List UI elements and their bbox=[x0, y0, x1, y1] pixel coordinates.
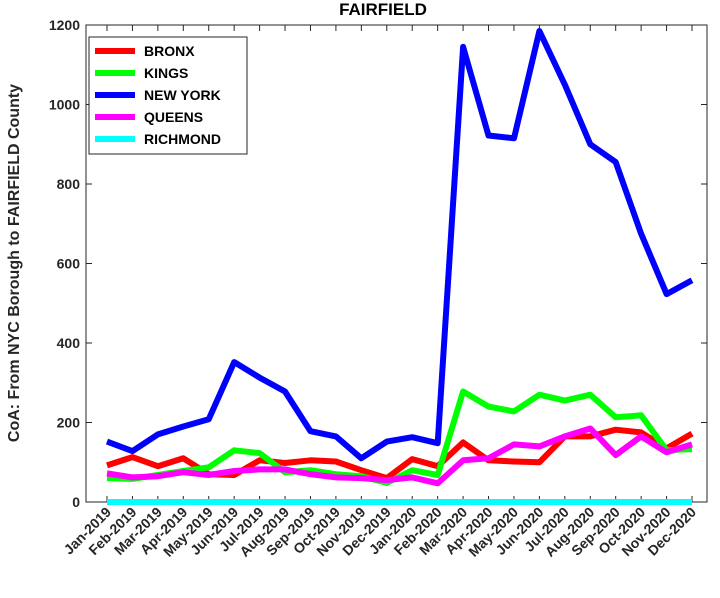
legend-label-queens: QUEENS bbox=[144, 109, 203, 125]
y-tick-label: 200 bbox=[57, 415, 81, 431]
y-tick-label: 600 bbox=[57, 256, 81, 272]
y-tick-label: 800 bbox=[57, 176, 81, 192]
series-line-new-york bbox=[105, 28, 694, 462]
legend-label-new-york: NEW YORK bbox=[144, 87, 221, 103]
y-tick-label: 1000 bbox=[49, 97, 80, 113]
series-layer bbox=[105, 28, 694, 505]
legend-label-bronx: BRONX bbox=[144, 43, 195, 59]
legend-label-richmond: RICHMOND bbox=[144, 131, 221, 147]
series-line-queens bbox=[106, 425, 693, 487]
y-tick-label: 1200 bbox=[49, 17, 80, 33]
y-tick-label: 400 bbox=[57, 335, 81, 351]
y-axis-label: CoA: From NYC Borough to FAIRFIELD Count… bbox=[6, 84, 23, 442]
chart-title: FAIRFIELD bbox=[339, 0, 427, 19]
y-tick-label: 0 bbox=[72, 494, 80, 510]
legend-label-kings: KINGS bbox=[144, 65, 188, 81]
legend: BRONX KINGS NEW YORK QUEENS RICHMOND bbox=[88, 36, 248, 155]
